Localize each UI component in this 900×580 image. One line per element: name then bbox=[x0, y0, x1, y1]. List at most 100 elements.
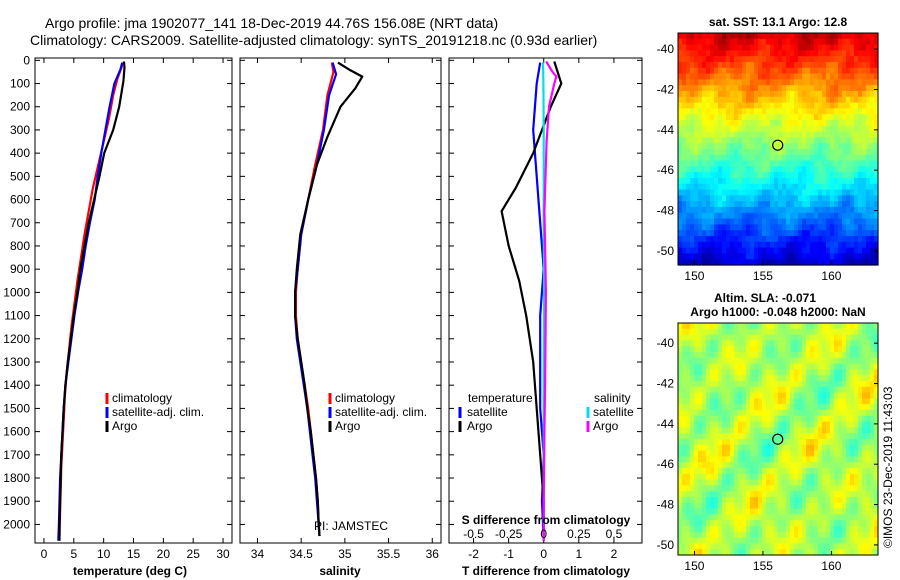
map-cell bbox=[734, 439, 739, 445]
map-cell bbox=[714, 79, 719, 85]
map-cell bbox=[746, 497, 751, 503]
map-cell bbox=[798, 45, 803, 51]
map-cell bbox=[746, 213, 751, 219]
map-cell bbox=[810, 230, 815, 236]
map-cell bbox=[718, 248, 723, 254]
map-cell bbox=[762, 410, 767, 416]
map-cell bbox=[866, 126, 871, 132]
map-cell bbox=[822, 195, 827, 201]
map-cell bbox=[686, 416, 691, 422]
map-cell bbox=[854, 352, 859, 358]
map-cell bbox=[738, 480, 743, 486]
map-cell bbox=[682, 480, 687, 486]
map-cell bbox=[690, 352, 695, 358]
map-cell bbox=[846, 195, 851, 201]
map-cell bbox=[830, 398, 835, 404]
map-cell bbox=[854, 230, 859, 236]
map-cell bbox=[770, 509, 775, 515]
map-cell bbox=[714, 242, 719, 248]
map-cell bbox=[858, 375, 863, 381]
map-cell bbox=[758, 480, 763, 486]
map-cell bbox=[826, 358, 831, 364]
map-cell bbox=[842, 103, 847, 109]
map-cell bbox=[746, 427, 751, 433]
map-cell bbox=[842, 213, 847, 219]
map-cell bbox=[718, 126, 723, 132]
map-cell bbox=[802, 404, 807, 410]
map-cell bbox=[706, 358, 711, 364]
map-cell bbox=[838, 149, 843, 155]
map-cell bbox=[682, 45, 687, 51]
map-cell bbox=[758, 416, 763, 422]
map-cell bbox=[738, 375, 743, 381]
map-cell bbox=[858, 33, 863, 39]
map-cell bbox=[846, 85, 851, 91]
map-cell bbox=[870, 50, 875, 56]
map-cell bbox=[718, 543, 723, 549]
map-cell bbox=[726, 132, 731, 138]
map-cell bbox=[678, 532, 683, 538]
map-cell bbox=[834, 427, 839, 433]
map-cell bbox=[786, 126, 791, 132]
map-cell bbox=[782, 375, 787, 381]
map-cell bbox=[866, 393, 871, 399]
map-cell bbox=[714, 45, 719, 51]
map-cell bbox=[862, 108, 867, 114]
map-cell bbox=[810, 39, 815, 45]
map-cell bbox=[770, 346, 775, 352]
map-cell bbox=[858, 456, 863, 462]
map-cell bbox=[726, 410, 731, 416]
map-cell bbox=[754, 50, 759, 56]
map-cell bbox=[762, 543, 767, 549]
map-cell bbox=[790, 68, 795, 74]
map-cell bbox=[826, 364, 831, 370]
map-cell bbox=[846, 213, 851, 219]
map-cell bbox=[766, 68, 771, 74]
map-cell bbox=[778, 155, 783, 161]
map-cell bbox=[846, 201, 851, 207]
map-cell bbox=[814, 224, 819, 230]
map-cell bbox=[698, 56, 703, 62]
map-cell bbox=[766, 456, 771, 462]
map-cell bbox=[814, 451, 819, 457]
map-cell bbox=[686, 219, 691, 225]
map-cell bbox=[746, 68, 751, 74]
map-cell bbox=[762, 323, 767, 329]
map-cell bbox=[682, 161, 687, 167]
map-cell bbox=[698, 352, 703, 358]
map-cell bbox=[798, 398, 803, 404]
map-cell bbox=[690, 387, 695, 393]
map-cell bbox=[718, 509, 723, 515]
map-cell bbox=[818, 224, 823, 230]
map-cell bbox=[762, 178, 767, 184]
map-cell bbox=[870, 114, 875, 120]
map-cell bbox=[830, 503, 835, 509]
map-cell bbox=[822, 236, 827, 242]
map-cell bbox=[714, 155, 719, 161]
map-cell bbox=[730, 514, 735, 520]
map-x-tick-label: 155 bbox=[753, 559, 773, 573]
map-cell bbox=[854, 62, 859, 68]
map-cell bbox=[682, 456, 687, 462]
map-cell bbox=[678, 340, 683, 346]
map-cell bbox=[794, 230, 799, 236]
map-cell bbox=[690, 56, 695, 62]
map-cell bbox=[834, 323, 839, 329]
map-cell bbox=[698, 248, 703, 254]
map-cell bbox=[678, 427, 683, 433]
map-cell bbox=[818, 120, 823, 126]
map-cell bbox=[870, 358, 875, 364]
map-cell bbox=[686, 213, 691, 219]
map-cell bbox=[830, 427, 835, 433]
map-cell bbox=[866, 404, 871, 410]
map-cell bbox=[754, 323, 759, 329]
map-cell bbox=[686, 439, 691, 445]
map-cell bbox=[694, 456, 699, 462]
map-cell bbox=[798, 143, 803, 149]
map-cell bbox=[814, 514, 819, 520]
map-cell bbox=[746, 340, 751, 346]
map-cell bbox=[754, 248, 759, 254]
map-cell bbox=[774, 451, 779, 457]
map-cell bbox=[790, 166, 795, 172]
map-cell bbox=[810, 329, 815, 335]
